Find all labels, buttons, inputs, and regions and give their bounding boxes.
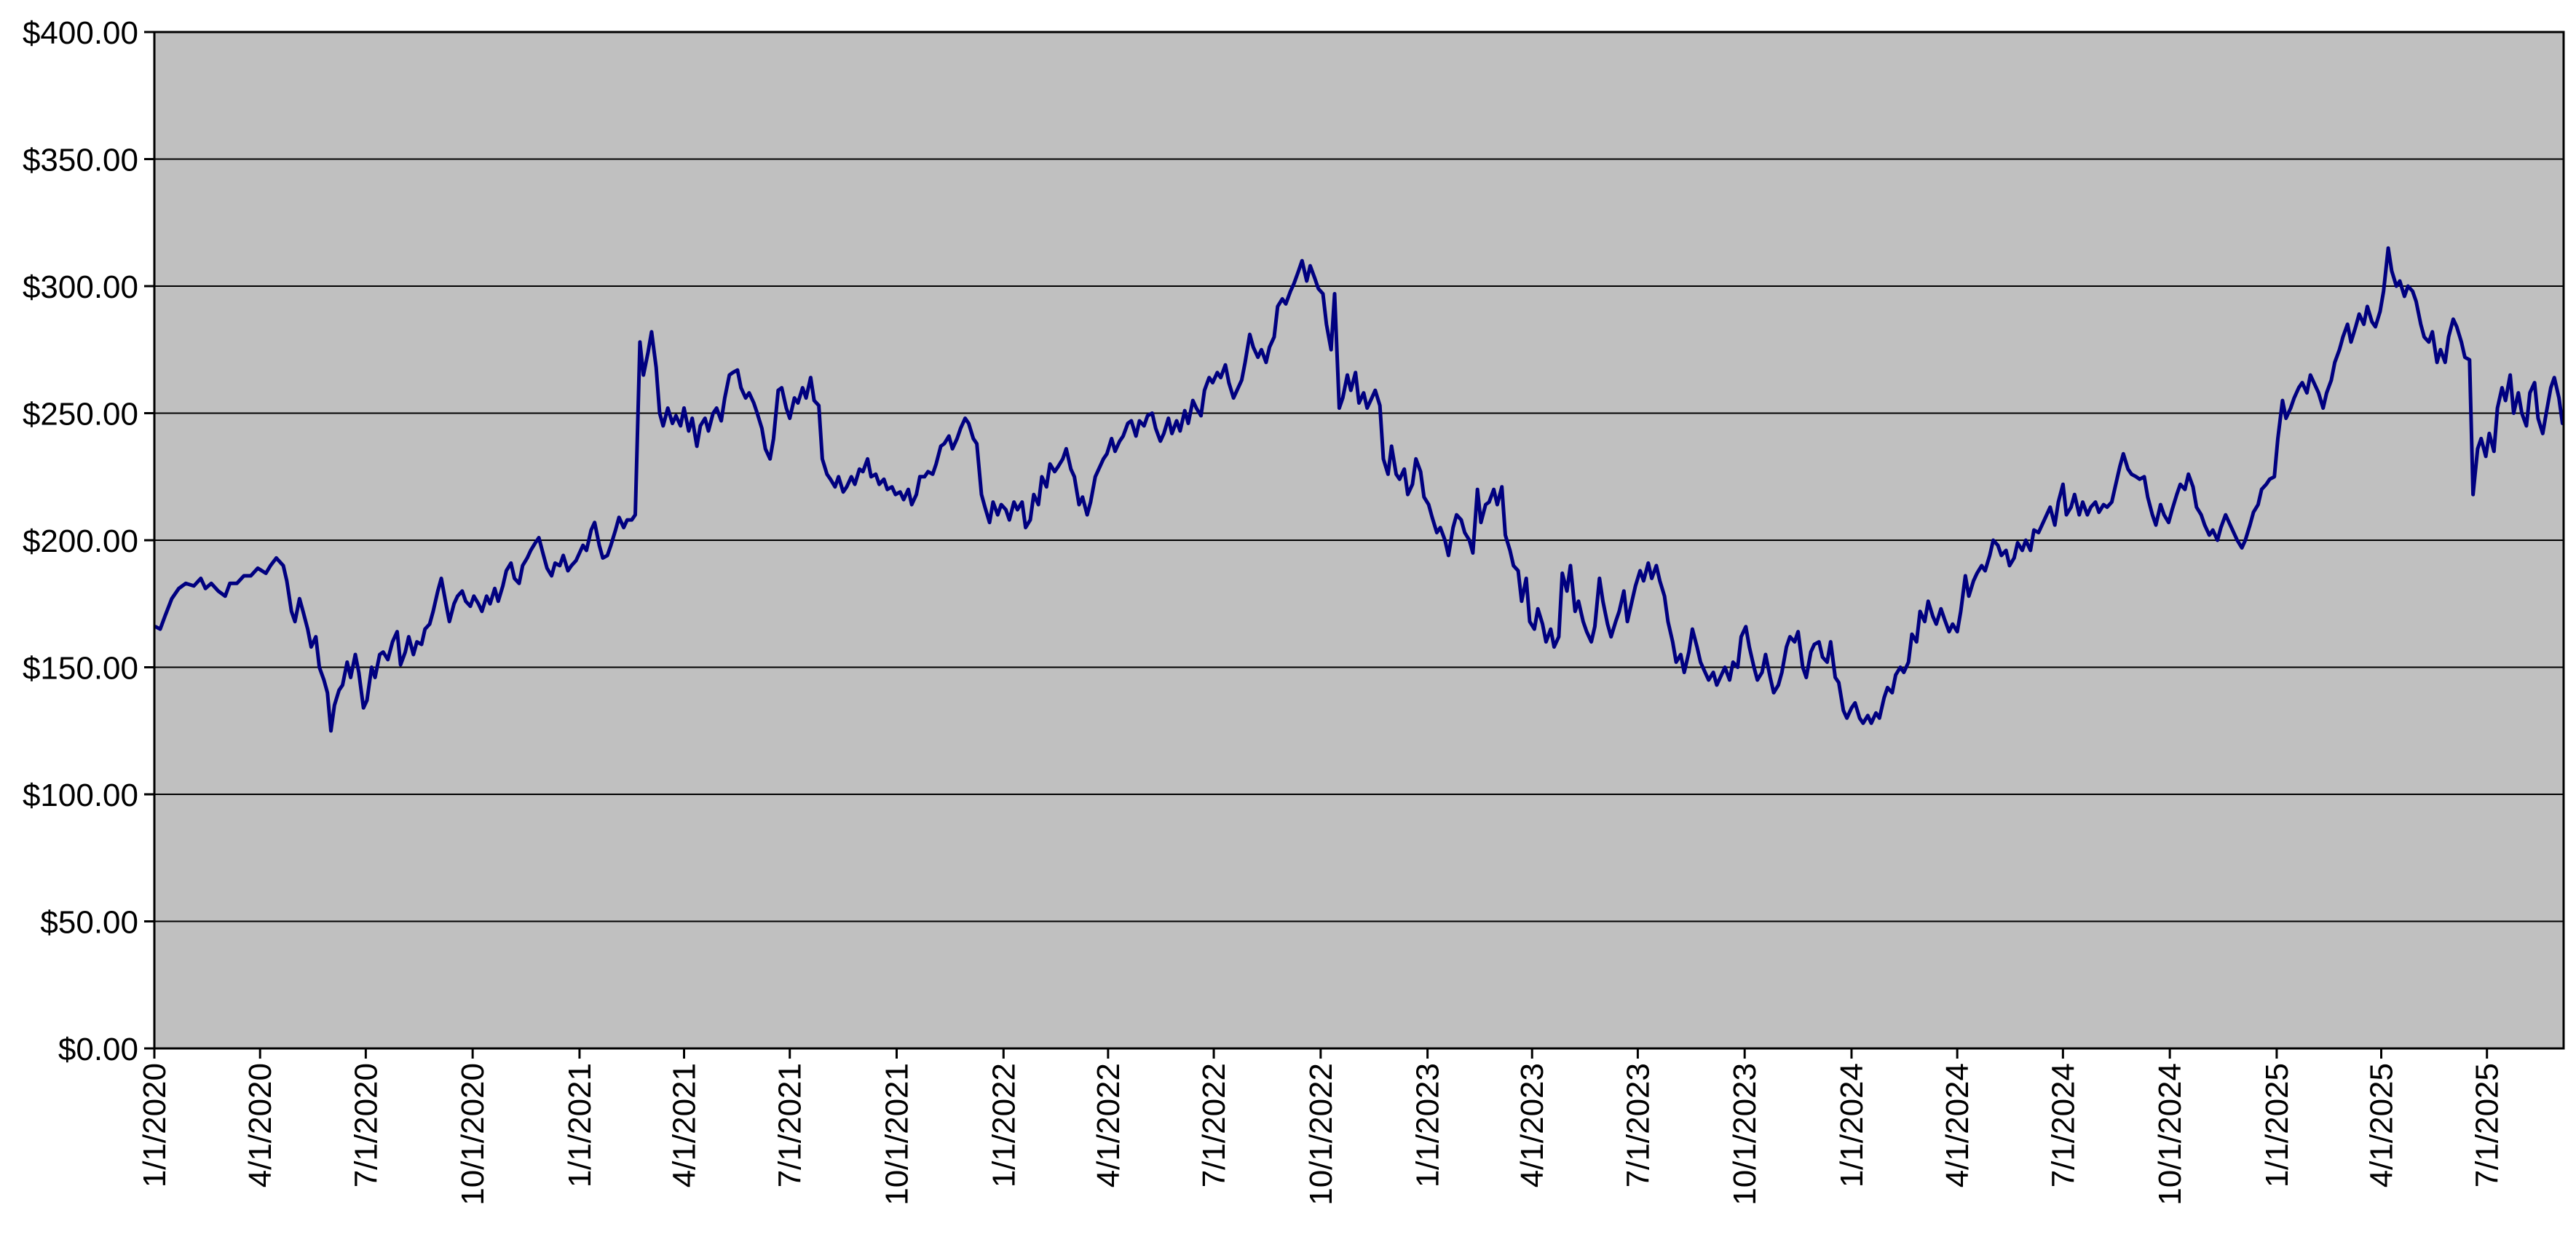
x-axis-tick-labels: 1/1/2020 4/1/2020 7/1/2020 10/1/2020 1/1/202…	[137, 1063, 2505, 1206]
y-tick-label-6: $300.00	[23, 269, 138, 305]
x-tick-label-17: 4/1/2024	[1940, 1063, 1975, 1187]
x-tick-label-7: 10/1/2021	[880, 1063, 915, 1206]
plot-border	[153, 31, 2565, 1050]
x-tick-label-19: 10/1/2024	[2152, 1063, 2188, 1206]
x-tick-label-21: 4/1/2025	[2364, 1063, 2400, 1187]
x-tick-label-1: 4/1/2020	[242, 1063, 278, 1187]
x-tick-label-14: 7/1/2023	[1620, 1063, 1656, 1187]
y-tick-label-1: $50.00	[40, 905, 138, 941]
x-tick-label-3: 10/1/2020	[455, 1063, 491, 1206]
x-tick-label-6: 7/1/2021	[773, 1063, 808, 1187]
x-tick-label-16: 1/1/2024	[1834, 1063, 1870, 1187]
series-line-0	[154, 246, 2564, 733]
x-tick-label-11: 10/1/2022	[1303, 1063, 1339, 1206]
y-tick-label-3: $150.00	[23, 651, 138, 687]
x-axis-tick-marks	[153, 1048, 2489, 1059]
x-tick-label-12: 1/1/2023	[1410, 1063, 1446, 1187]
x-tick-label-8: 1/1/2022	[986, 1063, 1022, 1187]
x-tick-label-22: 7/1/2025	[2470, 1063, 2505, 1187]
y-tick-label-2: $100.00	[23, 778, 138, 813]
x-tick-label-13: 4/1/2023	[1514, 1063, 1550, 1187]
y-tick-label-4: $200.00	[23, 523, 138, 559]
y-tick-label-7: $350.00	[23, 143, 138, 178]
x-tick-label-2: 7/1/2020	[348, 1063, 384, 1187]
x-tick-label-5: 4/1/2021	[667, 1063, 703, 1187]
y-axis-tick-labels: $0.00 $50.00 $100.00 $150.00 $200.00 $250.00 $…	[23, 15, 138, 1067]
y-tick-label-5: $250.00	[23, 397, 138, 432]
series-layer	[154, 246, 2564, 733]
y-tick-label-8: $400.00	[23, 15, 138, 51]
x-tick-label-4: 1/1/2021	[562, 1063, 598, 1187]
y-tick-label-0: $0.00	[58, 1032, 138, 1067]
x-tick-label-18: 7/1/2024	[2045, 1063, 2081, 1187]
x-tick-label-20: 1/1/2025	[2259, 1063, 2295, 1187]
x-tick-label-15: 10/1/2023	[1727, 1063, 1763, 1206]
x-tick-label-9: 4/1/2022	[1091, 1063, 1126, 1187]
x-tick-label-0: 1/1/2020	[137, 1063, 173, 1187]
x-tick-label-10: 7/1/2022	[1196, 1063, 1232, 1187]
